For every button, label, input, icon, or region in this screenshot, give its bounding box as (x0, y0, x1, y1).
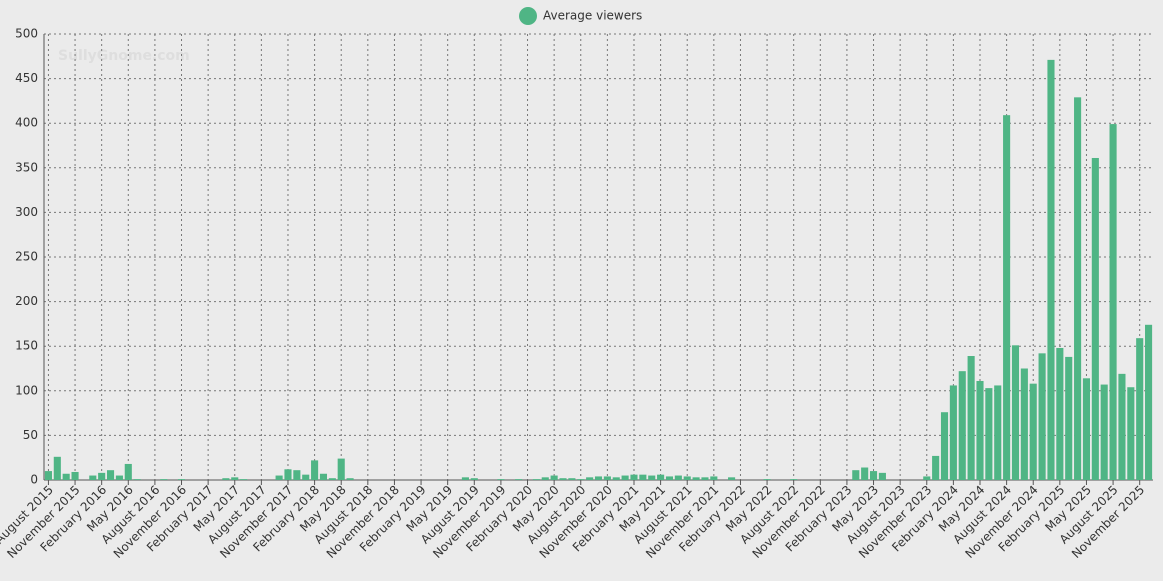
bar (1127, 387, 1135, 480)
bar (603, 476, 611, 480)
y-tick-label: 500 (15, 27, 38, 41)
legend-swatch (519, 7, 537, 25)
bar (231, 477, 239, 480)
bar (106, 470, 115, 480)
bar (985, 388, 993, 480)
bar (515, 479, 523, 480)
bar (1145, 324, 1153, 480)
bar (53, 456, 61, 480)
bar (674, 475, 682, 480)
bar (559, 478, 567, 480)
bar (657, 474, 665, 480)
bar (630, 474, 638, 480)
bar (222, 478, 230, 480)
y-tick-label: 50 (23, 428, 38, 442)
watermark: SullyGnome.com (58, 48, 190, 64)
bar (319, 473, 328, 480)
y-tick-label: 200 (15, 294, 38, 308)
bar (949, 385, 957, 480)
bar (878, 472, 886, 480)
bar (497, 479, 505, 480)
bar (1136, 338, 1144, 480)
bar (470, 478, 478, 480)
bar (790, 479, 798, 480)
bar (692, 477, 700, 480)
bar (923, 476, 931, 480)
y-tick-label: 450 (15, 71, 38, 85)
bar (994, 385, 1002, 480)
bar (1091, 157, 1099, 480)
bar (550, 475, 558, 480)
bar (337, 458, 345, 480)
bar (967, 356, 975, 480)
bar (1047, 59, 1055, 480)
y-tick-label: 100 (15, 383, 38, 397)
bar (594, 476, 603, 480)
bar (1038, 353, 1046, 480)
bar (621, 475, 629, 480)
bar (89, 475, 97, 480)
bar (568, 478, 576, 480)
bar (1065, 356, 1073, 480)
bar (1056, 347, 1064, 480)
bar (701, 477, 709, 480)
bar (639, 474, 647, 480)
bar (284, 469, 292, 480)
bar (861, 467, 869, 480)
bar (976, 380, 984, 480)
bar (1118, 373, 1126, 480)
y-tick-label: 250 (15, 250, 38, 264)
bar (541, 477, 549, 480)
bar (940, 412, 949, 480)
bar (71, 471, 79, 480)
bar (586, 477, 594, 480)
bar (1100, 384, 1108, 480)
bar (1011, 345, 1020, 480)
bar (577, 479, 585, 480)
bar (240, 479, 248, 480)
y-tick-label: 400 (15, 116, 38, 130)
bar (532, 479, 540, 480)
bar (1109, 124, 1117, 480)
bar (1074, 97, 1082, 480)
bar (1082, 378, 1091, 480)
bar (346, 478, 354, 480)
bar (728, 477, 736, 480)
bar (293, 470, 301, 480)
bar (115, 475, 123, 480)
bar (683, 476, 691, 480)
bar (133, 479, 141, 480)
bar (177, 479, 186, 480)
y-tick-label: 0 (30, 473, 38, 487)
legend-label: Average viewers (543, 9, 642, 23)
bar (648, 475, 656, 480)
bar (311, 460, 319, 480)
bar (763, 479, 771, 480)
bar (1029, 383, 1037, 480)
bar (160, 479, 168, 480)
bar (612, 477, 620, 480)
bar (869, 471, 878, 480)
bar (44, 471, 52, 480)
bar (932, 455, 940, 480)
bar (124, 463, 132, 480)
y-tick-label: 300 (15, 205, 38, 219)
bar (1003, 115, 1011, 480)
bar (275, 475, 283, 480)
y-tick-label: 350 (15, 160, 38, 174)
bar (958, 371, 966, 480)
bar (710, 476, 718, 480)
bar (328, 478, 336, 480)
bar (98, 472, 106, 480)
bar (1020, 368, 1028, 480)
bar (62, 473, 70, 480)
bar (665, 476, 674, 480)
bar (852, 470, 860, 480)
bar (302, 474, 310, 480)
y-tick-label: 150 (15, 339, 38, 353)
bar (461, 477, 469, 480)
